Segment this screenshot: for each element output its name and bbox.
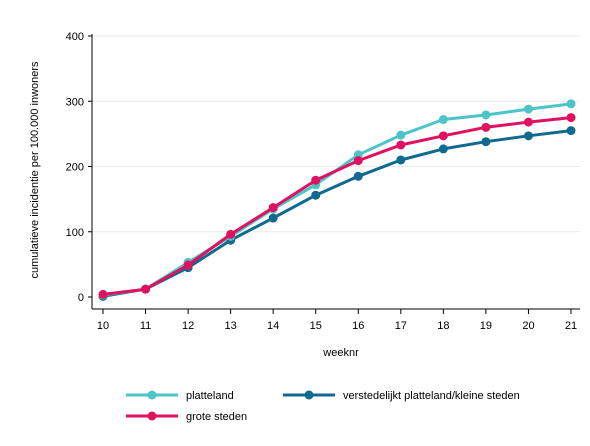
legend-item: verstedelijkt platteland/kleine steden [283,390,520,402]
y-axis-title: cumulatieve incidentie per 100.000 inwon… [29,61,41,279]
data-point [566,99,576,109]
data-point [481,137,491,147]
legend-label: platteland [186,390,234,402]
data-point [353,171,363,181]
x-tick-label: 11 [140,320,151,332]
data-point [311,190,321,200]
data-point [98,289,108,299]
y-tick-label: 200 [66,162,84,174]
data-point [396,130,406,140]
series-grote-steden [98,113,576,299]
x-tick-label: 10 [97,320,109,332]
legend-item: platteland [126,390,234,402]
series-platteland [98,99,576,300]
x-tick-label: 12 [182,320,194,332]
data-point [481,122,491,132]
legend-label: verstedelijkt platteland/kleine steden [343,390,520,402]
data-point [268,213,278,223]
series-line [102,116,572,296]
x-tick-label: 16 [352,320,364,332]
data-point [523,104,533,114]
data-point [566,113,576,123]
series-line [102,129,572,298]
x-axis-title: weeknr [322,347,359,359]
data-point [353,156,363,166]
legend-swatch-marker [147,390,157,400]
x-tick-label: 21 [565,320,577,332]
legend-swatch-marker [147,411,157,421]
x-tick-label: 19 [480,320,492,332]
data-point [311,175,321,185]
y-tick-label: 0 [78,292,84,304]
x-tick-label: 18 [437,320,449,332]
y-tick-label: 300 [66,96,84,108]
data-point [481,110,491,120]
y-tick-label: 400 [66,31,84,43]
x-tick-label: 15 [310,320,322,332]
data-point [226,229,236,239]
data-point [566,126,576,136]
data-point [523,117,533,127]
series-line [102,102,572,297]
axes [91,34,580,310]
data-point [438,144,448,154]
gridlines [92,35,580,233]
x-tick-label: 14 [267,320,279,332]
data-point [141,284,151,294]
x-tick-label: 20 [522,320,534,332]
data-point [396,155,406,165]
data-point [438,131,448,141]
legend-item: grote steden [126,411,247,423]
data-point [396,140,406,150]
x-tick-label: 17 [395,320,407,332]
legend: platteland verstedelijkt platteland/klein… [126,390,520,423]
data-point [438,115,448,125]
legend-swatch-marker [304,390,314,400]
series-group [98,99,576,301]
x-ticks: 10 11 12 13 14 15 16 17 18 19 20 21 [97,309,577,332]
y-tick-label: 100 [66,227,84,239]
y-ticks: 0 100 200 300 400 [66,31,92,304]
data-point [183,260,193,270]
x-tick-label: 13 [225,320,237,332]
data-point [523,131,533,141]
data-point [268,203,278,213]
legend-label: grote steden [186,411,247,423]
